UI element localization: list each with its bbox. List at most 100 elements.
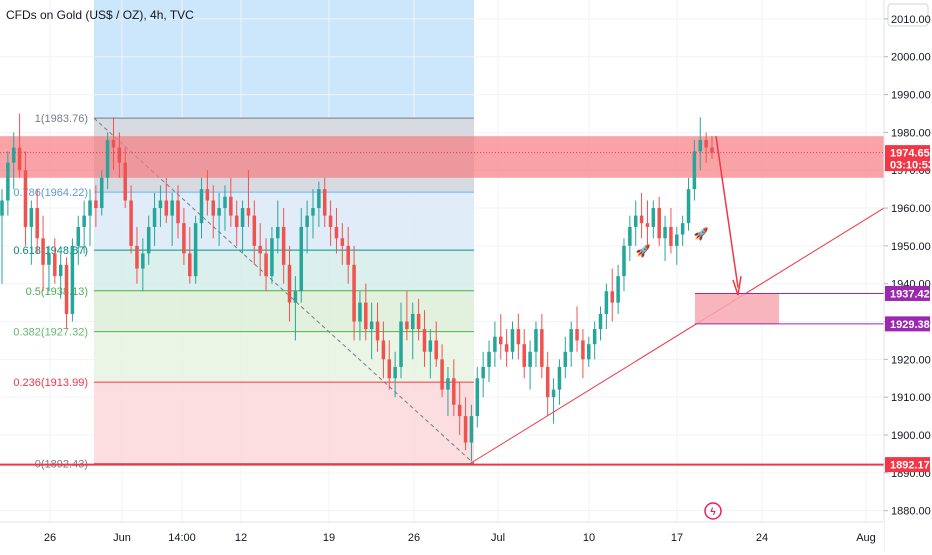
time-tick-label: Aug (856, 532, 876, 544)
candle-body (82, 215, 86, 227)
time-tick-label: 12 (235, 532, 247, 544)
price-tick-label: 1980.00 (891, 127, 931, 139)
candle-body (499, 336, 503, 345)
candle-body (41, 238, 45, 265)
candle-body (352, 264, 356, 322)
candle-body (399, 321, 403, 367)
candle-body (628, 226, 632, 246)
price-tick-label: 1990.00 (891, 90, 931, 102)
candle-body (11, 147, 16, 163)
date-range-highlight (94, 0, 474, 119)
candle-body (146, 226, 151, 254)
time-tick-label: 10 (583, 532, 595, 544)
candle-body (270, 238, 274, 277)
candle-body (581, 340, 585, 360)
candle-body (680, 223, 685, 235)
time-axis[interactable]: 26 Jun 14:00 12 19 26 Jul 10 17 24 Aug (0, 521, 884, 550)
price-tick-label: 1950.00 (891, 241, 931, 253)
price-tick-label: 2000.00 (891, 52, 931, 64)
candle-body (123, 162, 127, 201)
candle-body (528, 351, 532, 367)
candle-body (381, 340, 386, 360)
target-zone-box (695, 293, 779, 324)
time-tick-label: 26 (44, 532, 56, 544)
fib-band (94, 331, 474, 383)
price-tag-1929-text: 1929.38 (890, 319, 930, 331)
candle-body (410, 313, 415, 330)
last-price-tag-box (885, 145, 930, 172)
candle-body (252, 215, 257, 246)
candlestick-series (0, 113, 714, 462)
rocket-icon: 🚀 (636, 244, 651, 258)
candle-body (375, 321, 380, 341)
candle-body (17, 147, 22, 171)
candle-body (698, 139, 703, 152)
candle-body (47, 253, 51, 265)
candle-body (0, 200, 4, 216)
price-tick-label: 1960.00 (891, 203, 931, 215)
candle-body (346, 245, 350, 265)
candle-body (540, 329, 544, 367)
candle-body (545, 366, 550, 398)
candle-body (152, 208, 157, 227)
candle-body (463, 416, 468, 443)
flash-icon (704, 502, 722, 520)
candle-body (393, 366, 397, 379)
candle-body (58, 264, 63, 277)
candle-body (287, 264, 292, 303)
candle-body (211, 200, 215, 216)
time-tick-label: 17 (671, 532, 683, 544)
time-tick-label: 24 (756, 532, 768, 544)
candle-body (305, 215, 309, 227)
candle-body (434, 340, 438, 360)
last-price-tag-countdown: 03:10:53 (890, 160, 932, 172)
projection-arrow-head (732, 276, 742, 296)
candle-body (264, 253, 268, 277)
candle-body (710, 147, 714, 153)
price-tag-1937-text: 1937.42 (890, 288, 930, 300)
zones-layer[interactable] (0, 136, 884, 178)
candle-body (117, 147, 122, 163)
price-tag-1892-text: 1892.17 (890, 460, 930, 472)
candle-body (217, 208, 221, 216)
price-tick-label: 1920.00 (891, 354, 931, 366)
price-tick-label: 1900.00 (891, 430, 931, 442)
candle-body (633, 215, 638, 227)
annotations-layer[interactable]: 🚀 🚀 ϟ (0, 136, 885, 520)
candle-body (64, 264, 69, 314)
candle-body (328, 215, 333, 227)
candle-body (170, 200, 174, 216)
time-tick-label: 26 (408, 532, 420, 544)
candle-body (704, 139, 708, 148)
time-axis-background (0, 522, 884, 550)
projection-arrow-line (715, 136, 739, 288)
candle-body (645, 223, 650, 227)
candle-body (223, 196, 227, 209)
time-tick-label: 14:00 (168, 532, 196, 544)
time-tick-label: Jun (113, 532, 131, 544)
price-tag-1929: 1929.38 (885, 316, 930, 332)
candle-body (188, 253, 192, 277)
candle-body (29, 208, 34, 227)
candle-body (246, 208, 251, 216)
candle-body (364, 302, 368, 330)
candle-body (481, 366, 485, 379)
candle-body (94, 200, 98, 209)
candle-body (610, 291, 615, 303)
candle-body (164, 200, 169, 216)
candle-body (669, 226, 673, 246)
candle-body (469, 416, 474, 443)
candle-body (598, 313, 603, 330)
candle-body (616, 276, 620, 303)
candle-body (111, 139, 116, 148)
candle-body (293, 291, 298, 303)
candle-body (534, 329, 538, 352)
fib-level-label: 1(1983.76) (35, 113, 88, 125)
price-axis[interactable]: 1880.001890.001900.001910.001920.001930.… (883, 0, 932, 550)
candle-body (405, 321, 409, 330)
candle-body (557, 366, 562, 390)
candle-body (340, 238, 345, 246)
candle-body (516, 329, 521, 345)
